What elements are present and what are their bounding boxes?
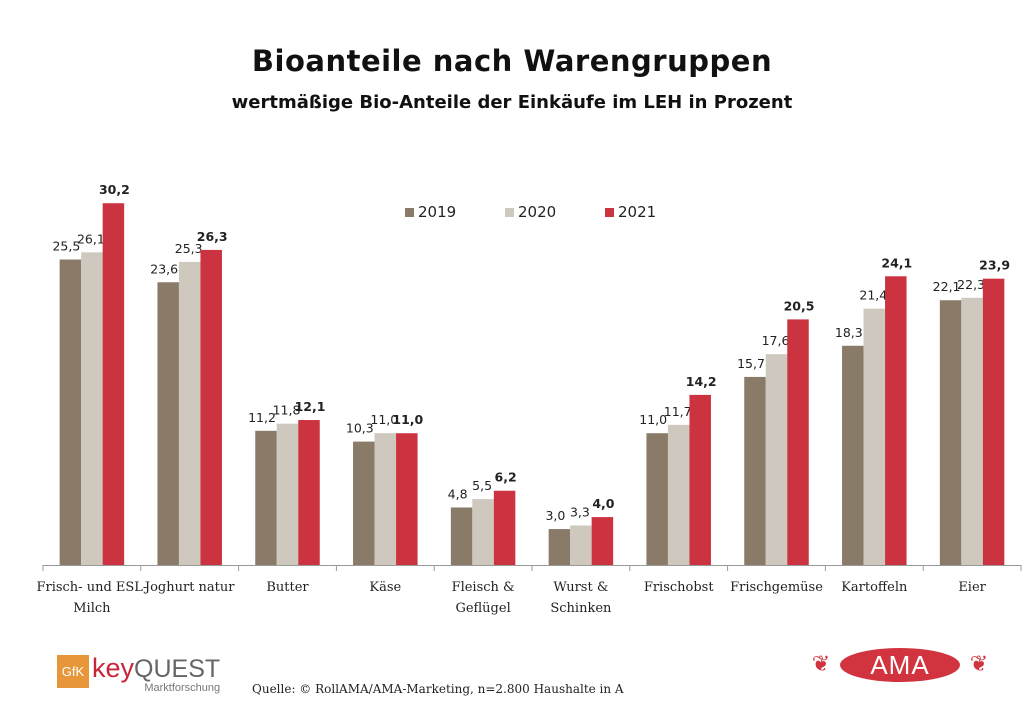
legend-label-2019: 2019 bbox=[418, 203, 457, 221]
category-label: Frisch- und ESL- bbox=[36, 580, 147, 595]
data-label-2020: 25,3 bbox=[175, 241, 203, 256]
bar-2020 bbox=[570, 525, 592, 565]
gfk-logo-box: GfK bbox=[57, 655, 89, 688]
bar-2019 bbox=[157, 282, 179, 565]
gfk-logo-quest: QUEST bbox=[134, 655, 221, 683]
data-label-2019: 4,8 bbox=[448, 486, 468, 501]
data-label-2021: 30,2 bbox=[99, 182, 130, 197]
bar-2020 bbox=[863, 308, 886, 565]
data-label-2019: 15,7 bbox=[737, 356, 765, 371]
bar-2021 bbox=[591, 517, 614, 565]
legend-label-2021: 2021 bbox=[618, 203, 657, 221]
data-label-2020: 11,8 bbox=[273, 403, 301, 418]
chart-subtitle: wertmäßige Bio-Anteile der Einkäufe im L… bbox=[231, 92, 793, 113]
legend-item-2020: 2020 bbox=[505, 203, 605, 221]
category-label: Frischobst bbox=[644, 580, 715, 595]
category-label: Kartoffeln bbox=[841, 580, 908, 595]
data-label-2019: 25,5 bbox=[52, 239, 80, 254]
bar-2021 bbox=[200, 249, 222, 565]
data-label-2021: 26,3 bbox=[197, 229, 228, 244]
data-label-2020: 26,1 bbox=[77, 231, 105, 246]
category-label: Frischgemüse bbox=[730, 580, 823, 595]
legend-label-2020: 2020 bbox=[518, 203, 557, 221]
legend-swatch-2021 bbox=[605, 207, 614, 217]
data-label-2019: 18,3 bbox=[835, 325, 863, 340]
data-label-2020: 3,3 bbox=[570, 504, 590, 519]
data-label-2020: 22,3 bbox=[957, 277, 985, 292]
bar-2021 bbox=[689, 394, 711, 565]
data-label-2021: 23,9 bbox=[979, 258, 1010, 273]
data-label-2021: 4,0 bbox=[592, 496, 614, 511]
bar-2020 bbox=[472, 499, 494, 565]
category-label: Käse bbox=[369, 580, 401, 595]
category-label: Geflügel bbox=[455, 601, 510, 616]
bar-2019 bbox=[744, 376, 766, 565]
bar-2019 bbox=[548, 529, 571, 565]
bar-2019 bbox=[646, 433, 668, 565]
data-label-2021: 14,2 bbox=[686, 374, 717, 389]
bar-2019 bbox=[842, 345, 864, 565]
data-label-2020: 21,4 bbox=[859, 288, 887, 303]
bar-2019 bbox=[450, 507, 473, 565]
gfk-logo-subtitle: Marktforschung bbox=[144, 682, 221, 694]
bar-2019 bbox=[59, 259, 82, 565]
category-label: Schinken bbox=[550, 601, 612, 616]
data-label-2019: 22,1 bbox=[933, 279, 961, 294]
data-label-2019: 3,0 bbox=[545, 508, 565, 523]
bar-2021 bbox=[102, 203, 125, 566]
data-label-2020: 17,6 bbox=[762, 333, 790, 348]
data-label-2021: 24,1 bbox=[881, 255, 912, 270]
bar-2020 bbox=[667, 424, 690, 565]
bar-2020 bbox=[81, 252, 103, 565]
gfk-keyquest-logo: GfK keyQUEST Marktforschung bbox=[57, 655, 220, 694]
category-label: Milch bbox=[73, 601, 111, 616]
ama-logo-oval: AMA bbox=[840, 648, 960, 682]
category-label: Butter bbox=[266, 580, 309, 595]
category-label: Joghurt natur bbox=[143, 580, 235, 595]
bar-2020 bbox=[178, 261, 201, 565]
legend: 2019 2020 2021 bbox=[405, 203, 705, 221]
category-label: Fleisch & bbox=[452, 580, 515, 595]
bar-2021 bbox=[982, 278, 1005, 565]
legend-swatch-2019 bbox=[405, 207, 414, 217]
data-label-2020: 5,5 bbox=[472, 478, 492, 493]
data-label-2020: 11,7 bbox=[664, 404, 692, 419]
data-label-2020: 11,0 bbox=[370, 412, 398, 427]
category-label: Eier bbox=[958, 580, 986, 595]
data-label-2019: 11,2 bbox=[248, 410, 276, 425]
bar-2020 bbox=[961, 297, 983, 565]
ama-logo: ❦ AMA ❦ bbox=[800, 646, 1000, 682]
bar-2019 bbox=[939, 300, 962, 565]
data-label-2019: 11,0 bbox=[639, 412, 667, 427]
bar-2021 bbox=[396, 433, 418, 565]
legend-item-2021: 2021 bbox=[605, 203, 705, 221]
ornament-left-icon: ❦ bbox=[811, 652, 831, 677]
bar-2021 bbox=[298, 420, 320, 565]
chart-title: Bioanteile nach Warengruppen bbox=[251, 44, 773, 78]
bar-2019 bbox=[353, 441, 375, 565]
source-note: Quelle: © RollAMA/AMA-Marketing, n=2.800… bbox=[252, 682, 624, 696]
data-label-2019: 23,6 bbox=[150, 261, 178, 276]
bar-2021 bbox=[885, 276, 907, 565]
bar-2020 bbox=[374, 433, 397, 565]
data-label-2021: 20,5 bbox=[784, 298, 815, 313]
bar-2021 bbox=[493, 490, 516, 565]
data-label-2019: 10,3 bbox=[346, 421, 374, 436]
category-label: Wurst & bbox=[553, 580, 608, 595]
data-label-2021: 6,2 bbox=[495, 470, 517, 485]
bar-2021 bbox=[787, 319, 809, 565]
legend-item-2019: 2019 bbox=[405, 203, 505, 221]
legend-swatch-2020 bbox=[505, 207, 514, 217]
gfk-logo-key: key bbox=[92, 653, 135, 683]
data-label-2021: 11,0 bbox=[392, 412, 423, 427]
bar-2020 bbox=[276, 423, 299, 565]
bar-2019 bbox=[255, 430, 277, 565]
ornament-right-icon: ❦ bbox=[969, 652, 989, 677]
data-label-2021: 12,1 bbox=[295, 399, 326, 414]
bar-2020 bbox=[765, 354, 788, 565]
